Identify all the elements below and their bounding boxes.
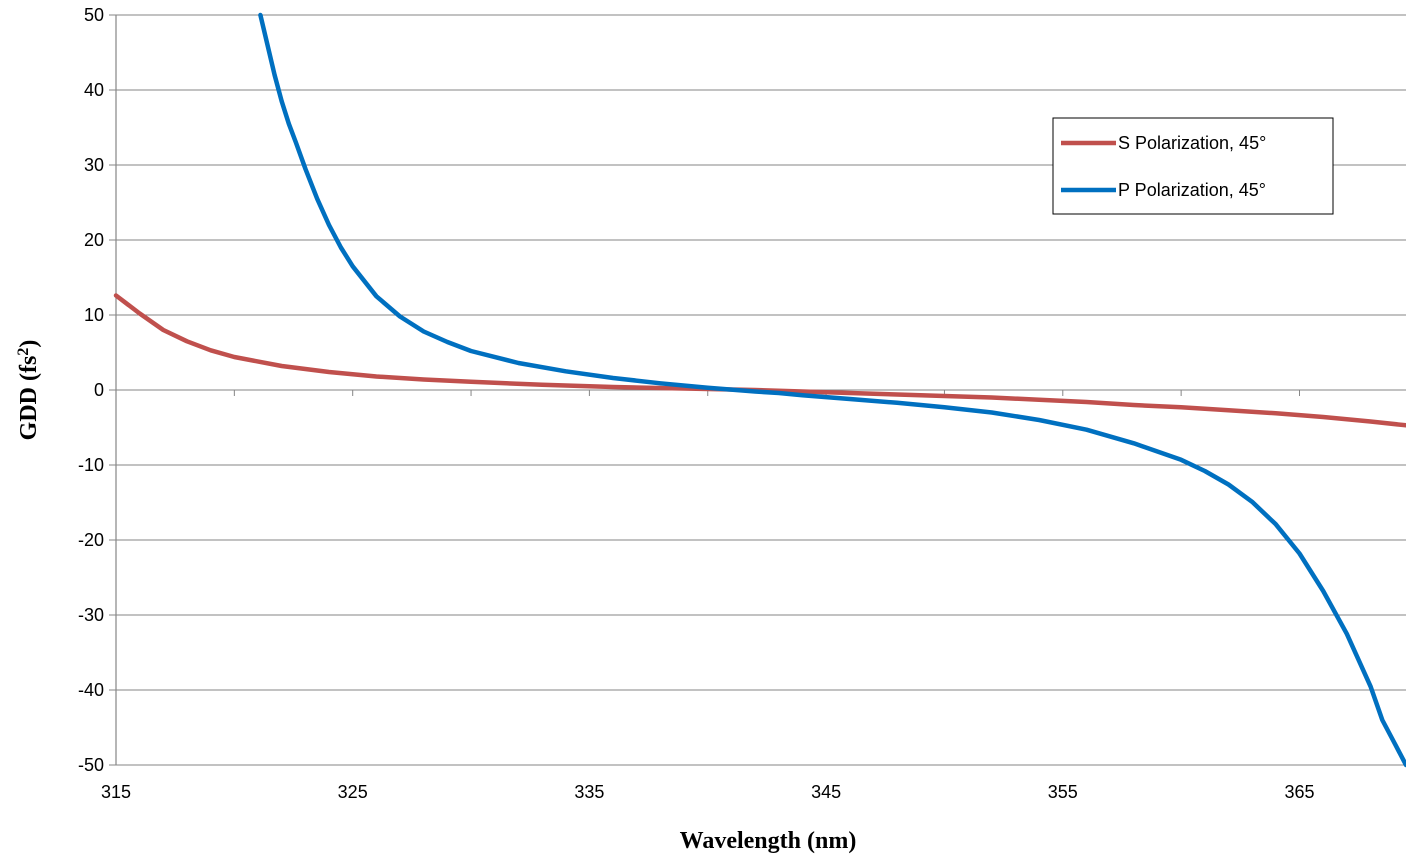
x-axis-title: Wavelength (nm) [680,828,857,854]
y-axis-ticks: 50 40 30 20 10 0 -10 -20 -30 -40 -50 [78,5,116,775]
legend-box [1052,117,1334,215]
y-axis-title: GDD (fs2) [15,340,43,441]
y-axis-title-sup: 2 [15,348,32,356]
y-tick-label: -40 [78,680,104,700]
y-tick-label: 0 [94,380,104,400]
y-tick-label: -20 [78,530,104,550]
x-tick-label: 345 [811,782,841,802]
x-tick-label: 315 [101,782,131,802]
y-tick-label: 20 [84,230,104,250]
series-line-p-polarization [258,12,1406,768]
series-lines [113,12,1406,768]
legend: S Polarization, 45° P Polarization, 45° [1052,117,1334,215]
y-tick-label: 30 [84,155,104,175]
y-axis-title-base: GDD (fs [16,356,42,441]
x-tick-label: 335 [574,782,604,802]
x-axis-ticks: 315 325 335 345 355 365 [101,390,1315,802]
y-tick-label: -10 [78,455,104,475]
legend-label-p-polarization: P Polarization, 45° [1118,180,1266,200]
y-axis-title-end: ) [16,340,42,348]
y-tick-label: -50 [78,755,104,775]
legend-label-s-polarization: S Polarization, 45° [1118,133,1266,153]
y-tick-label: 40 [84,80,104,100]
x-tick-label: 325 [338,782,368,802]
x-tick-label: 365 [1284,782,1314,802]
y-tick-label: 50 [84,5,104,25]
y-tick-label: 10 [84,305,104,325]
x-tick-label: 355 [1048,782,1078,802]
y-tick-label: -30 [78,605,104,625]
